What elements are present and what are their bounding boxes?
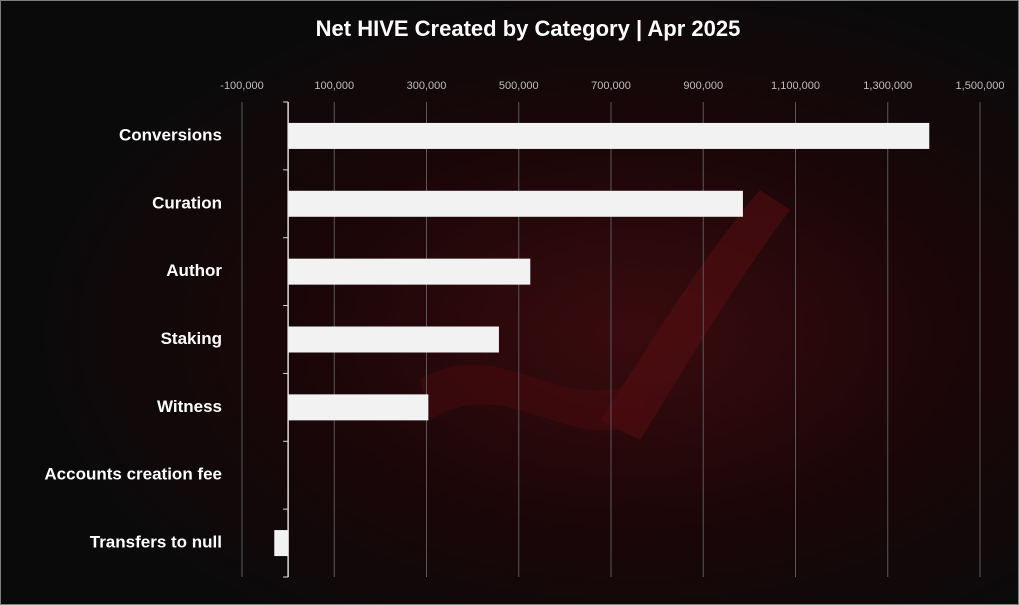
x-tick-label: 500,000 (499, 80, 539, 92)
y-tick-label: Author (166, 261, 222, 280)
x-tick-label: 700,000 (591, 80, 631, 92)
x-tick-label: 1,300,000 (863, 80, 912, 92)
bar (274, 530, 289, 557)
bar (288, 122, 930, 149)
x-tick-label: 1,500,000 (956, 80, 1005, 92)
y-tick-label: Transfers to null (90, 533, 222, 552)
x-tick-label: 300,000 (407, 80, 447, 92)
y-tick-label: Conversions (119, 125, 222, 144)
bar (288, 190, 743, 217)
x-tick-label: 900,000 (683, 80, 723, 92)
x-tick-label: 100,000 (314, 80, 354, 92)
y-tick-label: Witness (157, 397, 222, 416)
decoration (600, 190, 790, 440)
y-tick-label: Staking (161, 329, 222, 348)
x-tick-label: 1,100,000 (771, 80, 820, 92)
bar (288, 258, 531, 285)
bar (288, 394, 429, 421)
decoration (420, 364, 650, 431)
x-tick-label: -100,000 (220, 80, 263, 92)
y-tick-label: Curation (152, 193, 222, 212)
chart-title: Net HIVE Created by Category | Apr 2025 (316, 16, 741, 41)
y-tick-label: Accounts creation fee (44, 465, 222, 484)
bar (288, 326, 499, 353)
